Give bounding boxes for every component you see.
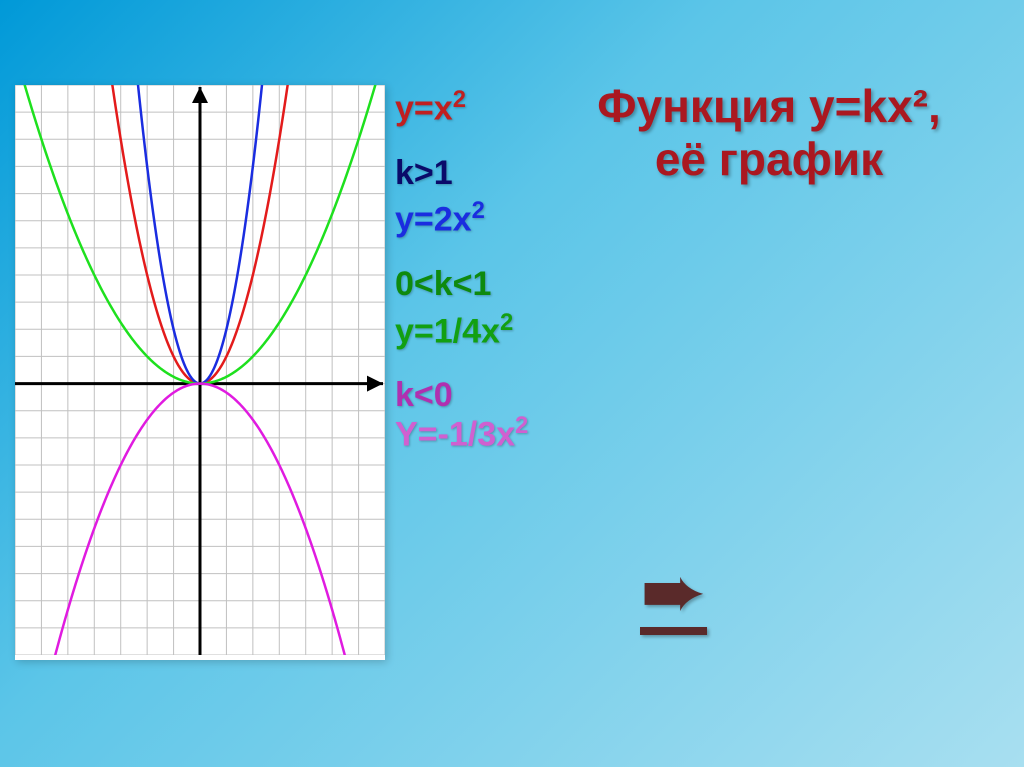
legend-item: Y=-1/3x2 <box>395 411 528 456</box>
legend-item: у=х2 <box>395 85 528 130</box>
legend-item: y=2x2 <box>395 196 528 241</box>
legend-item: 0<k<1 <box>395 263 528 306</box>
parabola-chart <box>15 85 385 660</box>
slide-title: Функция y=kx², её график <box>554 80 984 186</box>
next-arrow-icon[interactable]: ➨ <box>640 545 707 638</box>
title-line-1: Функция y=kx², <box>554 80 984 133</box>
legend-item: k>1 <box>395 152 528 195</box>
legend-item: y=1/4x2 <box>395 308 528 353</box>
legend-block: у=х2k>1y=2x20<k<1y=1/4x2k<0Y=-1/3x2 <box>395 85 528 456</box>
title-line-2: её график <box>554 133 984 186</box>
chart-svg <box>15 85 385 655</box>
